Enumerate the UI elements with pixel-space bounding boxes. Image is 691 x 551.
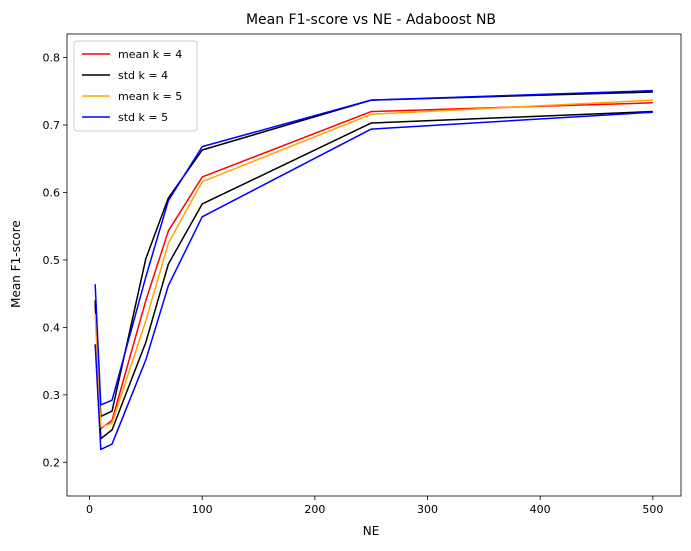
legend: mean k = 4 std k = 4 mean k = 5 std k = 5 <box>73 40 198 132</box>
series-line-4 <box>94 89 653 406</box>
legend-box <box>73 40 198 132</box>
legend-label: std k = 4 <box>118 69 168 82</box>
y-tick-label: 0.6 <box>43 186 61 199</box>
chart-title: Mean F1-score vs NE - Adaboost NB <box>246 12 496 28</box>
y-axis-label: Mean F1-score <box>9 220 23 308</box>
x-tick-label: 200 <box>304 503 325 516</box>
plot-area: 0 100 200 300 400 500 0.2 0.3 0.4 0.5 0.6 0.7 0.8 <box>43 33 682 516</box>
y-tick-label: 0.3 <box>43 389 61 402</box>
x-tick-label: 0 <box>86 503 93 516</box>
y-tick-label: 0.8 <box>43 52 61 65</box>
legend-label: mean k = 4 <box>118 48 182 61</box>
x-tick-label: 300 <box>417 503 438 516</box>
y-tick-label: 0.4 <box>43 321 61 334</box>
x-tick-label: 100 <box>192 503 213 516</box>
x-tick-label: 500 <box>642 503 663 516</box>
y-tick-label: 0.2 <box>43 456 61 469</box>
y-tick-label: 0.5 <box>43 254 61 267</box>
series-line-2 <box>94 110 653 440</box>
y-tick-label: 0.7 <box>43 119 61 132</box>
legend-label: mean k = 5 <box>118 90 182 103</box>
series-line-1 <box>94 91 653 418</box>
legend-label: std k = 5 <box>118 111 168 124</box>
axes-frame <box>66 33 682 497</box>
series-line-5 <box>94 111 653 451</box>
x-axis-label: NE <box>363 524 380 538</box>
series-line-3 <box>94 99 653 428</box>
x-tick-label: 400 <box>530 503 551 516</box>
